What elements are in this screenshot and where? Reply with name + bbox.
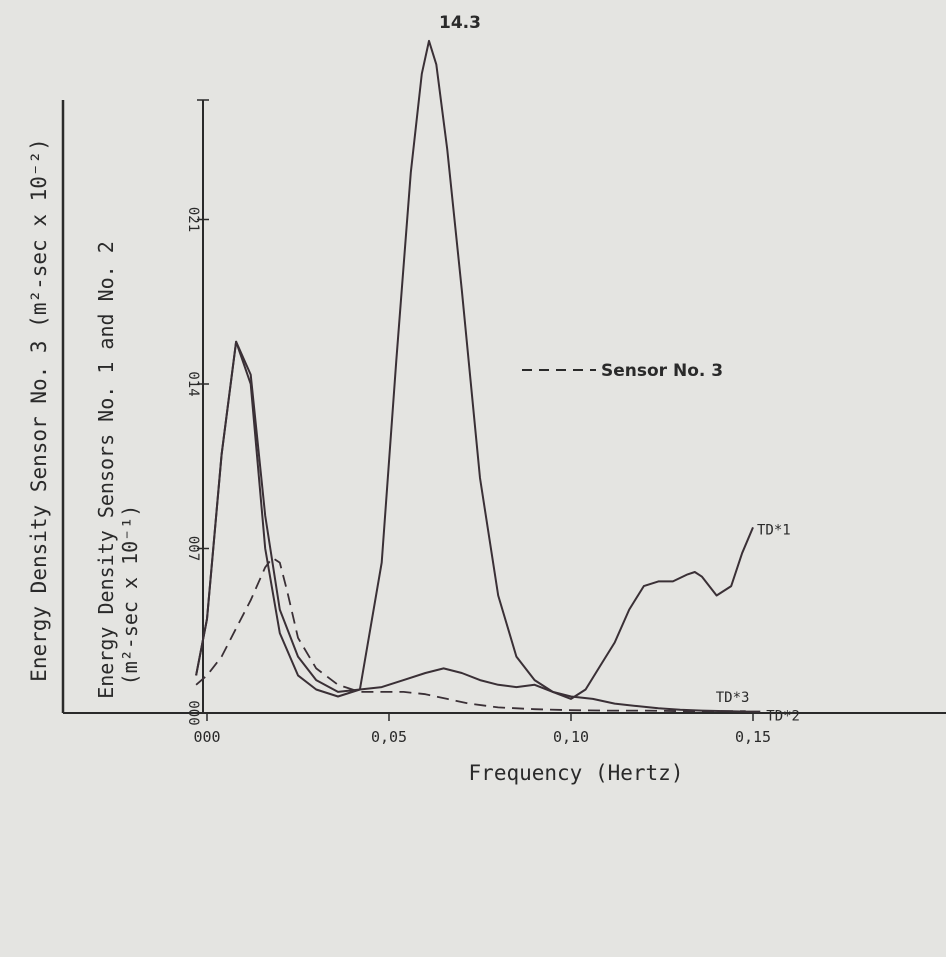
y-tick-label: 021: [185, 207, 201, 232]
series-line-td-3: [195, 557, 746, 712]
y-tick-label: 014: [185, 371, 201, 396]
outer-y-axis-title: Energy Density Sensor No. 3 (m²-sec x 10…: [27, 138, 51, 682]
ticks-layer: 000 0,05 0,10 0,15 000 007 014 021: [185, 99, 771, 746]
peak-value-label: 14.3: [439, 13, 481, 33]
series-label: TD*1: [757, 522, 791, 538]
inner-y-axis-title: Energy Density Sensors No. 1 and No. 2: [94, 241, 118, 699]
legend-label-sensor-3: Sensor No. 3: [601, 361, 723, 381]
inner-y-axis-units: (m²-sec x 10⁻¹): [118, 505, 142, 686]
x-tick-label: 0,15: [735, 728, 771, 746]
x-axis-title: Frequency (Hertz): [469, 761, 684, 785]
series-layer: [195, 39, 761, 713]
y-tick-label: 007: [185, 536, 201, 561]
series-line-td-2: [195, 340, 761, 713]
y-tick-label: 000: [185, 700, 201, 725]
series-labels-layer: TD*1 TD*2 TD*3: [716, 522, 800, 724]
x-tick-label: 0,05: [371, 728, 407, 746]
x-tick-label: 0,10: [553, 728, 589, 746]
series-label: TD*2: [766, 709, 800, 725]
series-line-td-1: [195, 39, 754, 700]
series-label: TD*3: [716, 690, 750, 706]
x-tick-label: 000: [193, 728, 220, 746]
